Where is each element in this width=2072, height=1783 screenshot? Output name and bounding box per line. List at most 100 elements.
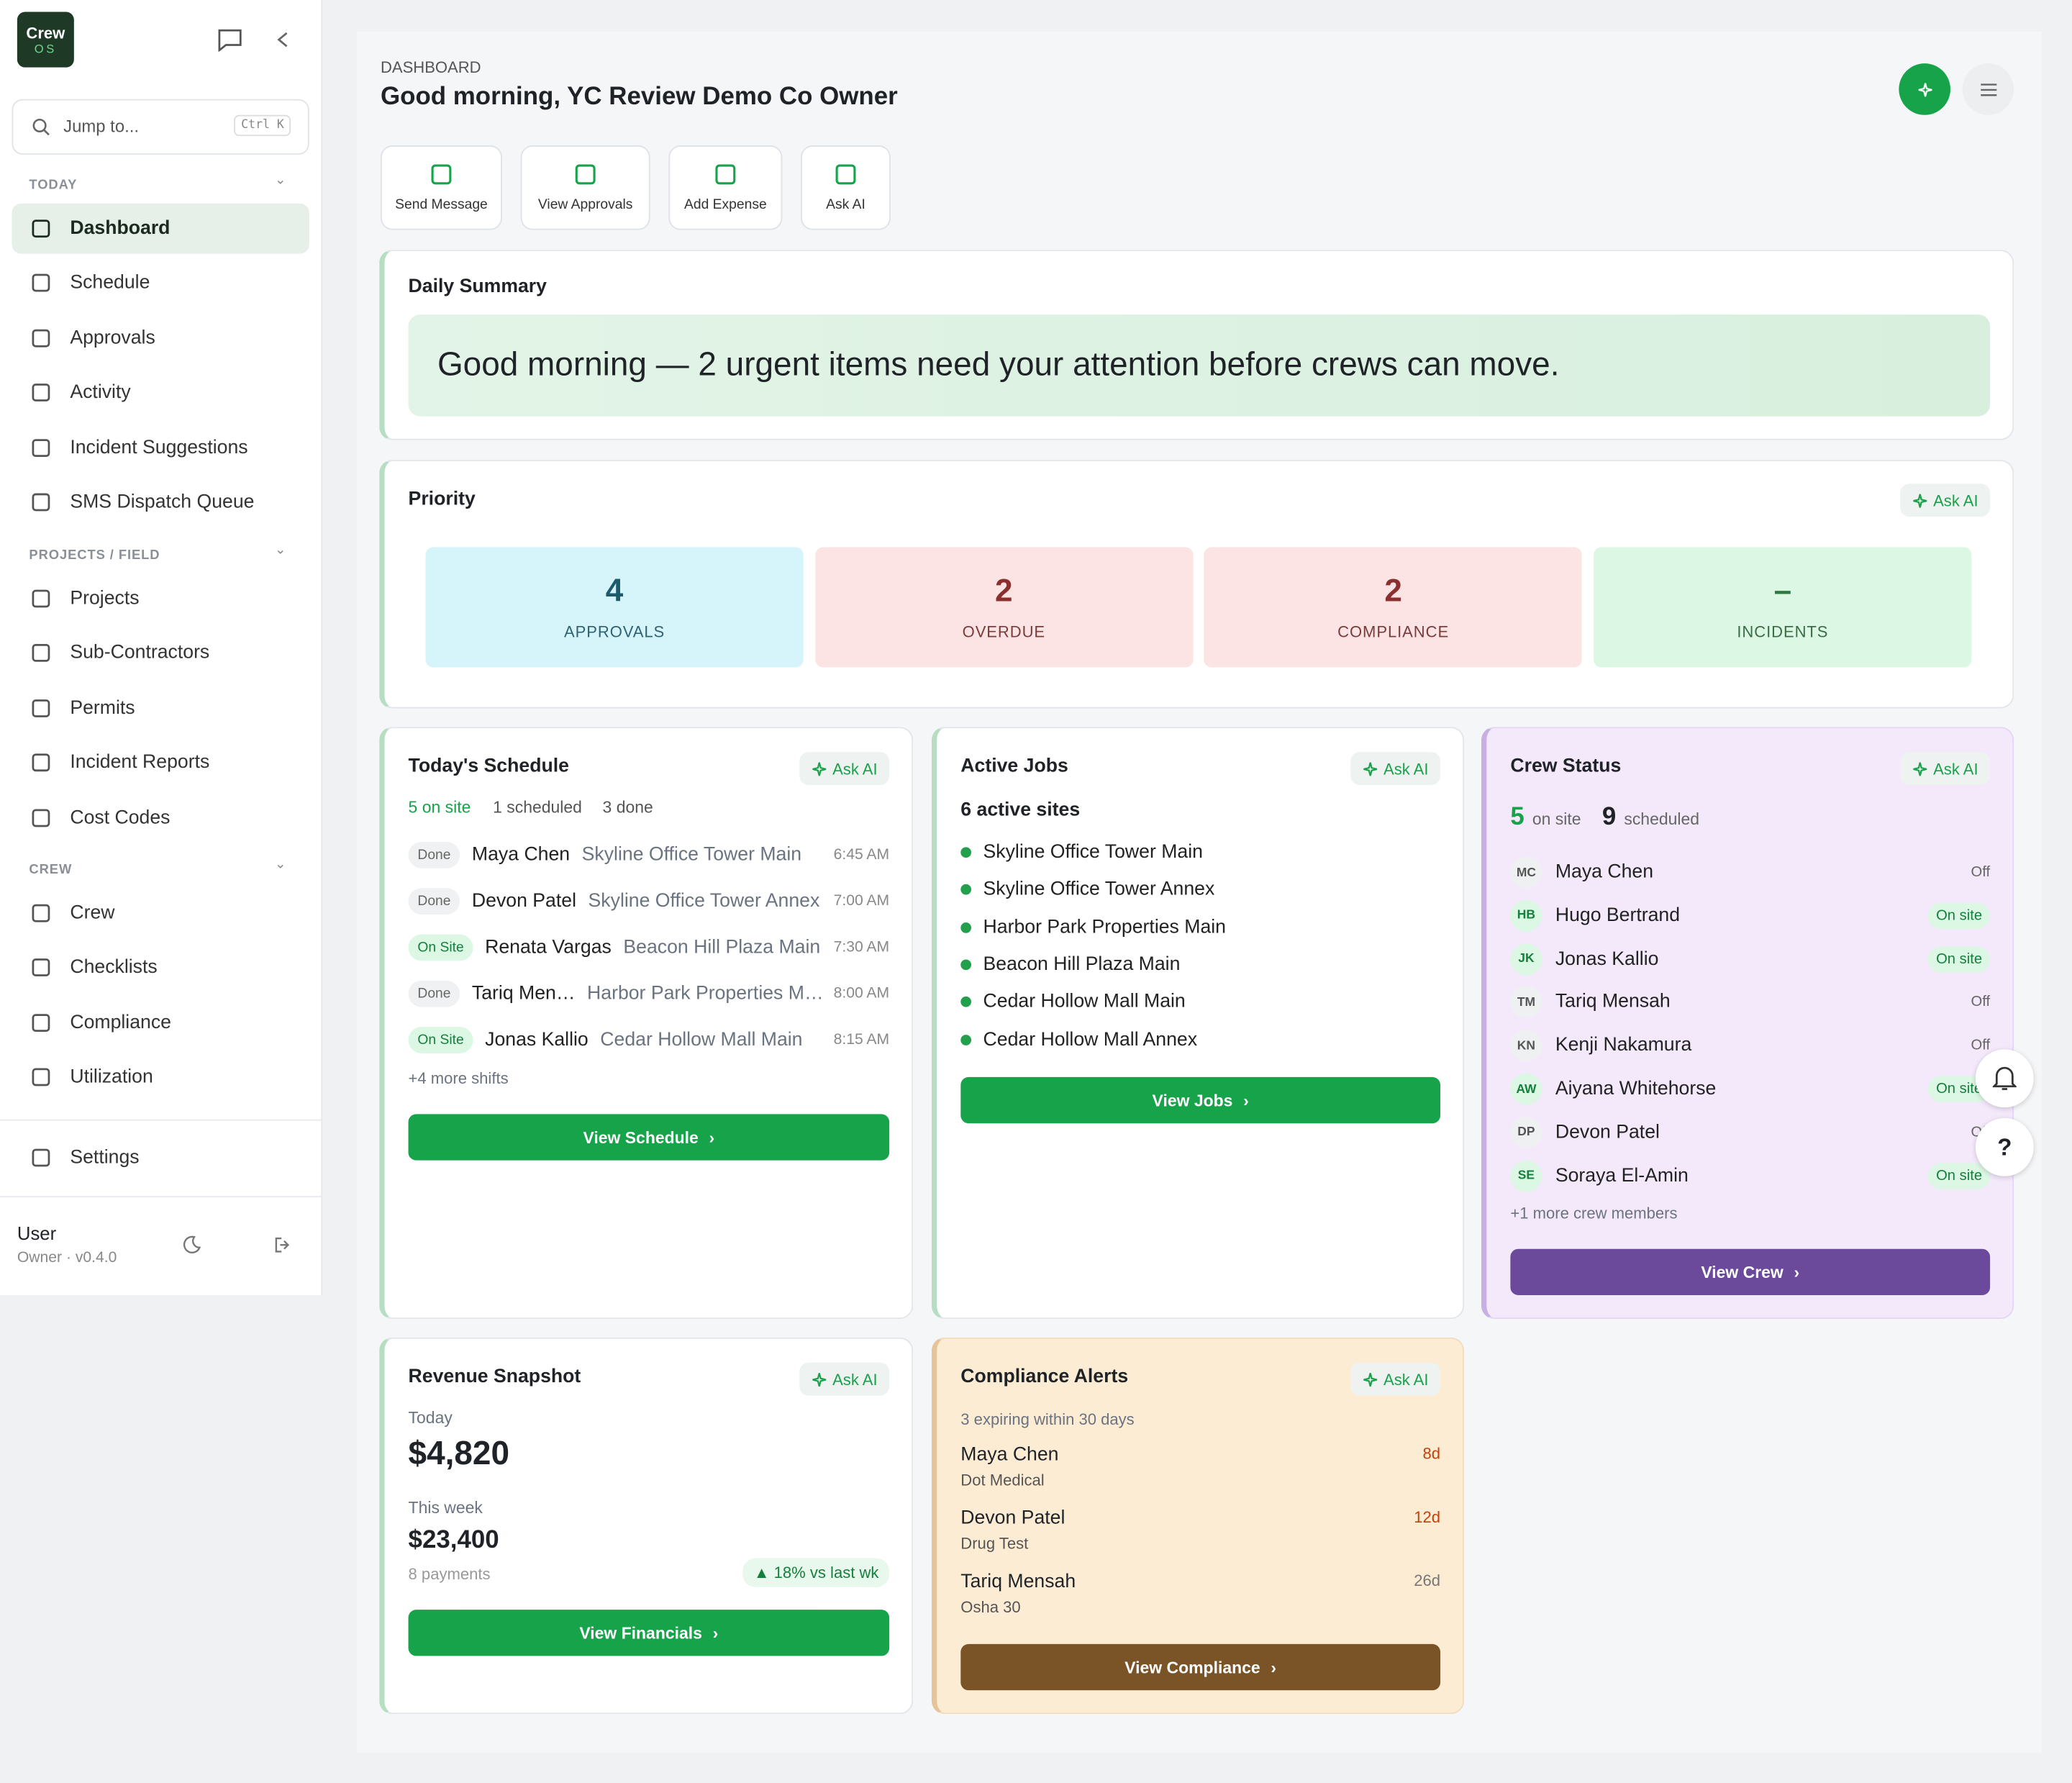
- ask-ai[interactable]: Ask AI: [1900, 484, 1991, 517]
- section-chevron[interactable]: ⌄: [275, 858, 286, 873]
- quick-action[interactable]: View Approvals: [520, 145, 650, 230]
- nav-item[interactable]: Approvals: [12, 313, 309, 363]
- section-title[interactable]: TODAY: [29, 178, 78, 194]
- nav-item[interactable]: Incident Suggestions: [12, 422, 309, 473]
- quick-action[interactable]: Send Message: [380, 145, 502, 230]
- priority-tile[interactable]: 2 COMPLIANCE: [1204, 547, 1583, 668]
- ask-ai[interactable]: Ask AI: [1900, 752, 1991, 786]
- crew-member[interactable]: JK Jonas Kallio On site: [1510, 942, 1991, 976]
- card-button[interactable]: View Financials ›: [408, 1610, 890, 1656]
- initials: SE: [1510, 1159, 1542, 1192]
- ask-label: Ask AI: [832, 759, 878, 778]
- schedule-row[interactable]: On Site Renata Vargas Beacon Hill Plaza Ma…: [408, 930, 889, 965]
- job-site[interactable]: Beacon Hill Plaza Main: [960, 948, 1440, 982]
- alert-doc: Osha 30: [960, 1597, 1021, 1617]
- nav-item[interactable]: Cost Codes: [12, 792, 309, 843]
- nav-item[interactable]: Schedule: [12, 258, 309, 309]
- today-revenue: $4,820: [408, 1435, 510, 1473]
- section-title[interactable]: PROJECTS / FIELD: [29, 548, 160, 563]
- crew-member[interactable]: TM Tariq Mensah Off: [1510, 985, 1990, 1020]
- theme-icon[interactable]: [182, 1235, 201, 1254]
- card-button[interactable]: View Jobs ›: [960, 1076, 1441, 1124]
- tile-value: 2: [995, 573, 1013, 609]
- ask-ai[interactable]: Ask AI: [799, 752, 890, 786]
- quick-action[interactable]: Ask AI: [801, 145, 891, 230]
- member-name: Aiyana Whitehorse: [1555, 1078, 1717, 1100]
- card-button[interactable]: View Schedule ›: [408, 1114, 890, 1161]
- sidebar: Crew OS Jump to... Ctrl K TODAY ⌄ Dashboard Sch…: [0, 0, 323, 1295]
- nav-label: Incident Suggestions: [70, 437, 248, 458]
- shift-time: 8:00 AM: [833, 986, 890, 1002]
- nav-item[interactable]: Checklists: [12, 943, 309, 993]
- icon: [32, 1148, 50, 1167]
- nav-item[interactable]: Projects: [12, 573, 309, 624]
- schedule-row[interactable]: Done Devon Patel Skyline Office Tower Anne…: [408, 884, 889, 919]
- alert-days: 12d: [1414, 1507, 1441, 1527]
- schedule-row[interactable]: On Site Jonas Kallio Cedar Hollow Mall Mai…: [408, 1023, 889, 1058]
- status-dot: [960, 959, 971, 970]
- page-title: Good morning, YC Review Demo Co Owner: [380, 83, 898, 112]
- ai-button[interactable]: [1899, 63, 1951, 115]
- ask-ai[interactable]: Ask AI: [1350, 752, 1441, 786]
- priority-tile[interactable]: – INCIDENTS: [1594, 547, 1972, 668]
- shift-time: 6:45 AM: [833, 847, 890, 863]
- job-site[interactable]: Cedar Hollow Mall Annex: [960, 1022, 1440, 1057]
- status-pill: Done: [408, 841, 460, 868]
- icon: [32, 753, 50, 772]
- ask-ai[interactable]: Ask AI: [1350, 1362, 1441, 1396]
- crew-member[interactable]: HB Hugo Bertrand On site: [1510, 899, 1991, 933]
- notifications-button[interactable]: [1975, 1049, 2034, 1108]
- nav-item[interactable]: SMS Dispatch Queue: [12, 477, 309, 527]
- nav-label: Permits: [70, 697, 135, 719]
- section-chevron[interactable]: ⌄: [275, 173, 286, 188]
- ask-ai[interactable]: Ask AI: [799, 1362, 890, 1396]
- crew-member[interactable]: MC Maya Chen Off: [1510, 855, 1990, 889]
- job-site[interactable]: Skyline Office Tower Main: [960, 835, 1440, 870]
- schedule-row[interactable]: Done Maya Chen Skyline Office Tower Main 6:…: [408, 838, 890, 872]
- job-site[interactable]: Cedar Hollow Mall Main: [960, 985, 1440, 1020]
- shortcut: Ctrl K: [234, 114, 291, 137]
- member-status: Off: [1971, 864, 1991, 881]
- nav-item[interactable]: Dashboard: [12, 203, 309, 254]
- help-button[interactable]: ?: [1975, 1117, 2034, 1176]
- quick-action[interactable]: Add Expense: [668, 145, 783, 230]
- nav-label: Activity: [70, 382, 131, 404]
- week-revenue: $23,400: [408, 1526, 499, 1554]
- job-site[interactable]: Harbor Park Properties Main: [960, 910, 1440, 945]
- nav-item[interactable]: Compliance: [12, 997, 309, 1048]
- site-name: Harbor Park Properties M…: [587, 983, 824, 1004]
- search-box[interactable]: Jump to... Ctrl K: [12, 99, 309, 155]
- logout-icon[interactable]: [273, 1235, 292, 1254]
- icon: [32, 808, 50, 827]
- nav-item[interactable]: Activity: [12, 368, 309, 418]
- nav-item[interactable]: Settings: [12, 1133, 309, 1183]
- alert-name: Maya Chen: [960, 1444, 1059, 1466]
- crew-member[interactable]: SE Soraya El-Amin On site: [1510, 1158, 1991, 1193]
- nav-item[interactable]: Crew: [12, 888, 309, 938]
- nav-item[interactable]: Utilization: [12, 1052, 309, 1102]
- priority-tile[interactable]: 4 APPROVALS: [425, 547, 804, 668]
- bell-icon: [1992, 1066, 2017, 1090]
- nav-item[interactable]: Sub-Contractors: [12, 628, 309, 679]
- today-label: Today: [408, 1408, 453, 1428]
- section-title[interactable]: CREW: [29, 863, 73, 878]
- schedule-row[interactable]: Done Tariq Men… Harbor Park Properties M… 8…: [408, 976, 890, 1011]
- section-chevron[interactable]: ⌄: [275, 543, 286, 558]
- status-dot: [960, 1034, 971, 1045]
- nav-item[interactable]: Incident Reports: [12, 738, 309, 788]
- job-site[interactable]: Skyline Office Tower Annex: [960, 873, 1440, 907]
- collapse-icon[interactable]: [276, 32, 289, 47]
- crew-member[interactable]: KN Kenji Nakamura Off: [1510, 1028, 1990, 1063]
- feedback-icon[interactable]: [217, 28, 243, 52]
- crew-name: Maya Chen: [471, 844, 571, 866]
- crew-member[interactable]: AW Aiyana Whitehorse On site: [1510, 1072, 1991, 1107]
- priority-tile[interactable]: 2 OVERDUE: [814, 547, 1193, 668]
- nav-item[interactable]: Permits: [12, 683, 309, 733]
- alert-doc: Drug Test: [960, 1534, 1029, 1553]
- member-status: Off: [1971, 994, 1991, 1010]
- card-button[interactable]: View Crew ›: [1510, 1248, 1991, 1295]
- tile-label: COMPLIANCE: [1337, 622, 1450, 641]
- customize-button[interactable]: [1962, 63, 2014, 115]
- card-button[interactable]: View Compliance ›: [960, 1643, 1441, 1691]
